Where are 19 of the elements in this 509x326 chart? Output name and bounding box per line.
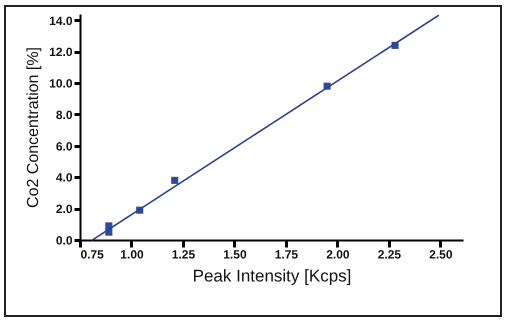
x-axis-title: Peak Intensity [Kcps] <box>192 266 352 286</box>
y-tick-label: 12.0 <box>49 45 73 60</box>
y-tick-label: 6.0 <box>56 139 73 154</box>
x-tick-label: 0.75 <box>80 248 104 262</box>
y-tick-label: 4.0 <box>56 170 73 185</box>
x-tick-label: 1.75 <box>274 248 298 262</box>
y-tick-label: 10.0 <box>49 76 73 91</box>
x-tick-label: 1.50 <box>223 248 247 262</box>
point <box>171 176 178 184</box>
y-tick-label: 2.0 <box>56 202 73 216</box>
x-tick-label: 2.25 <box>378 248 402 262</box>
y-tick-label: 8.0 <box>56 108 73 122</box>
x-tick-label: 2.50 <box>429 248 453 262</box>
y-tick-label: 14.0 <box>49 14 73 28</box>
y-tick-label: 0.0 <box>56 234 73 248</box>
x-tick-label: 2.00 <box>326 248 350 262</box>
x-tick-label: 1.25 <box>172 248 196 262</box>
y-axis-title: Co2 Concentration [%] <box>25 47 42 208</box>
x-tick-label: 1.00 <box>120 248 144 262</box>
